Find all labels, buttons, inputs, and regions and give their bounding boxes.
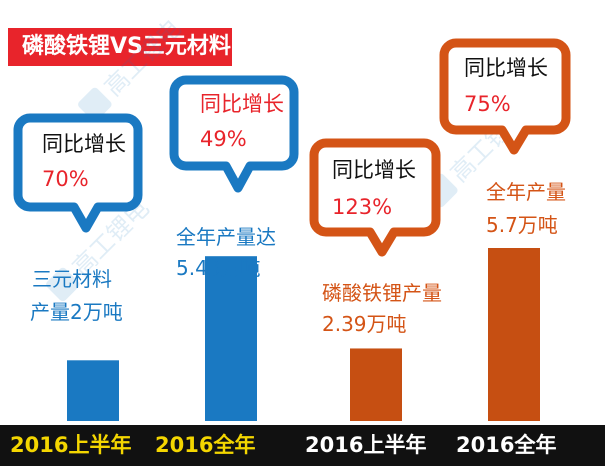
category-band bbox=[0, 425, 605, 466]
bubble-1-title: 同比增长 bbox=[42, 132, 126, 156]
annotation-1-line-1: 三元材料 bbox=[32, 267, 112, 291]
bubble-4-title: 同比增长 bbox=[464, 56, 548, 80]
bubble-3: 同比增长 123% bbox=[309, 138, 441, 257]
chart-title: 磷酸铁锂VS三元材料 bbox=[22, 34, 231, 59]
bar-2 bbox=[205, 256, 257, 421]
bubble-1: 同比增长 70% bbox=[13, 113, 143, 233]
bubble-2-title: 同比增长 bbox=[200, 92, 284, 116]
category-label-3: 2016上半年 bbox=[305, 433, 426, 457]
annotation-3-line-1: 磷酸铁锂产量 bbox=[322, 281, 442, 305]
category-label-2: 2016全年 bbox=[155, 433, 255, 457]
bars-layer bbox=[67, 248, 540, 421]
annotation-4-line-2: 5.7万吨 bbox=[486, 213, 558, 237]
title-banner bbox=[8, 28, 232, 66]
bubble-2: 同比增长 49% bbox=[169, 75, 299, 193]
bubble-3-shape bbox=[309, 138, 441, 257]
annotation-1-line-2: 产量2万吨 bbox=[30, 300, 123, 324]
category-labels: 2016上半年 2016全年 2016上半年 2016全年 bbox=[10, 433, 556, 457]
bubble-2-value: 49% bbox=[200, 127, 247, 151]
bar-4 bbox=[488, 248, 540, 421]
bubble-2-shape bbox=[169, 75, 299, 193]
annotation-2-line-2: 5.43万吨 bbox=[176, 256, 261, 280]
bubble-1-value: 70% bbox=[42, 167, 89, 191]
bubble-1-shape bbox=[13, 113, 143, 233]
bubble-3-title: 同比增长 bbox=[332, 158, 416, 182]
bar-3 bbox=[350, 348, 402, 421]
bar-1 bbox=[67, 360, 119, 421]
category-label-1: 2016上半年 bbox=[10, 433, 131, 457]
annotation-3-line-2: 2.39万吨 bbox=[322, 312, 407, 336]
bubble-4-shape bbox=[439, 38, 571, 155]
annotation-4-line-1: 全年产量 bbox=[486, 180, 566, 204]
bubble-3-value: 123% bbox=[332, 195, 392, 219]
bubble-4-value: 75% bbox=[464, 92, 511, 116]
annotation-2-line-1: 全年产量达 bbox=[176, 225, 276, 249]
category-label-4: 2016全年 bbox=[456, 433, 556, 457]
bubble-4: 同比增长 75% bbox=[439, 38, 571, 155]
